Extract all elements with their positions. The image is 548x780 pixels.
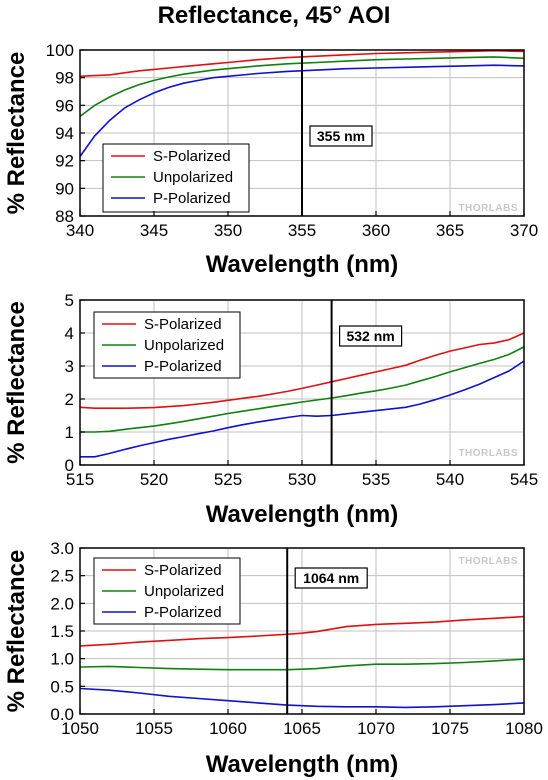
x-tick-label: 525: [214, 470, 242, 489]
legend-entry: S-Polarized: [144, 562, 222, 579]
x-axis-label: Wavelength (nm): [206, 251, 398, 278]
series-line-p: [79, 64, 525, 157]
x-tick-label: 1065: [283, 719, 321, 738]
marker-label: 532 nm: [346, 328, 394, 344]
x-tick-label: 370: [510, 221, 538, 240]
y-tick-label: 88: [55, 207, 74, 226]
series-line-s: [79, 49, 525, 78]
x-tick-label: 530: [288, 470, 316, 489]
x-tick-label: 540: [436, 470, 464, 489]
series-line-u: [79, 56, 525, 118]
y-tick-label: 100: [46, 41, 74, 60]
legend-entry: P-Polarized: [144, 358, 222, 375]
y-axis-label: % Reflectance: [3, 550, 30, 713]
y-tick-label: 0: [65, 456, 74, 475]
x-tick-label: 340: [66, 221, 94, 240]
x-tick-label: 365: [436, 221, 464, 240]
legend-entry: P-Polarized: [144, 604, 222, 621]
x-tick-label: 520: [140, 470, 168, 489]
y-tick-label: 4: [65, 324, 74, 343]
y-axis-label: % Reflectance: [3, 301, 30, 464]
chart-532nm: THORLABS 532 nm S-Polarized Unpolarized P-Po…: [3, 291, 538, 528]
y-tick-label: 5: [65, 291, 74, 310]
marker-label-box: [294, 567, 368, 589]
marker-label: 1064 nm: [303, 570, 359, 586]
legend-entry: Unpolarized: [144, 337, 224, 354]
x-tick-label: 350: [214, 221, 242, 240]
series-line-p: [80, 360, 525, 458]
legend-entry: Unpolarized: [153, 169, 233, 186]
chart-1064nm: THORLABS 1064 nm S-Polarized Unpolarized P-P…: [3, 539, 543, 778]
y-tick-label: 92: [55, 152, 74, 171]
x-tick-label: 1050: [61, 719, 99, 738]
y-tick-label: 0.0: [50, 705, 74, 724]
legend-entry: Unpolarized: [144, 583, 224, 600]
chart-355nm: THORLABS 355 nm S-Polarized Unpolarized P-Po…: [3, 41, 538, 278]
x-tick-label: 1060: [209, 719, 247, 738]
y-tick-label: 2.0: [50, 594, 74, 613]
page-title: Reflectance, 45° AOI: [157, 2, 391, 29]
x-tick-label: 345: [140, 221, 168, 240]
marker-label-box: [339, 325, 403, 347]
x-tick-label: 1055: [135, 719, 173, 738]
watermark: THORLABS: [458, 556, 518, 567]
x-tick-label: 515: [66, 470, 94, 489]
x-tick-label: 360: [362, 221, 390, 240]
legend-entry: S-Polarized: [153, 148, 231, 165]
legend-entry: P-Polarized: [153, 190, 231, 207]
watermark: THORLABS: [458, 448, 518, 459]
series-line-s: [79, 615, 525, 647]
series-line-s: [79, 332, 525, 409]
marker-label-box: [309, 125, 373, 147]
y-tick-label: 0.5: [50, 677, 74, 696]
watermark: THORLABS: [458, 203, 518, 214]
y-axis-label: % Reflectance: [3, 52, 30, 215]
x-tick-label: 1070: [357, 719, 395, 738]
legend-entry: S-Polarized: [144, 316, 222, 333]
y-tick-label: 3: [65, 357, 74, 376]
marker-label: 355 nm: [317, 128, 365, 144]
series-line-u: [79, 658, 525, 671]
y-tick-label: 2.5: [50, 567, 74, 586]
y-tick-label: 1.0: [50, 650, 74, 669]
y-tick-label: 98: [55, 69, 74, 88]
y-tick-label: 3.0: [50, 539, 74, 558]
x-axis-label: Wavelength (nm): [206, 501, 398, 528]
y-tick-label: 1: [65, 423, 74, 442]
y-tick-label: 1.5: [50, 622, 74, 641]
series-line-u: [80, 346, 525, 433]
x-tick-label: 535: [362, 470, 390, 489]
x-tick-label: 355: [288, 221, 316, 240]
y-tick-label: 90: [55, 179, 74, 198]
x-tick-label: 1080: [505, 719, 543, 738]
series-line-p: [79, 687, 525, 709]
x-tick-label: 1075: [431, 719, 469, 738]
y-tick-label: 96: [55, 96, 74, 115]
y-tick-label: 2: [65, 390, 74, 409]
x-tick-label: 545: [510, 470, 538, 489]
y-tick-label: 94: [55, 124, 74, 143]
x-axis-label: Wavelength (nm): [206, 751, 398, 778]
